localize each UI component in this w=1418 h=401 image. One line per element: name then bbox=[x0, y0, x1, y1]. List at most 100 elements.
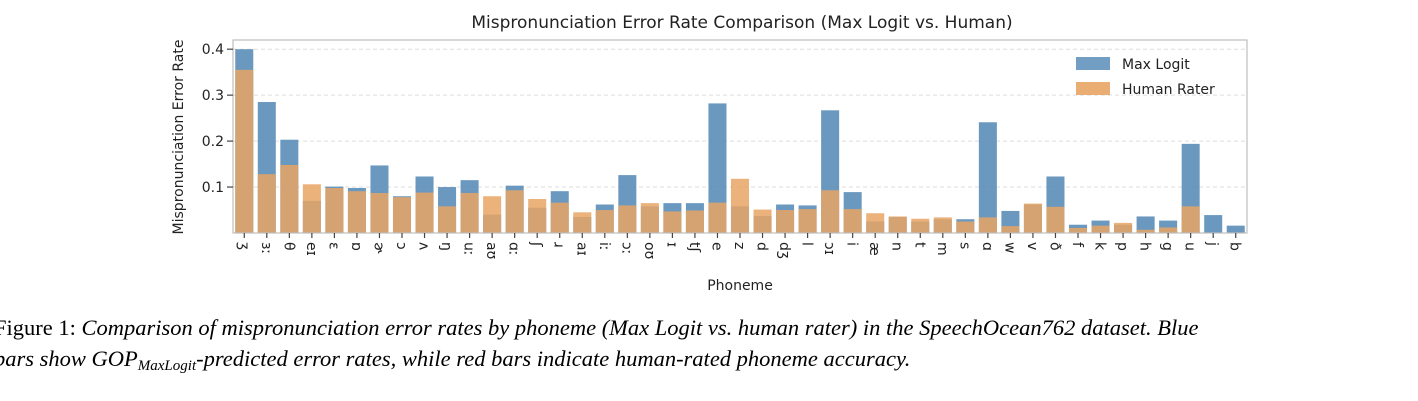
x-tick-label: k bbox=[1092, 242, 1108, 251]
bar-human-rater bbox=[595, 210, 614, 233]
caption-line-1: Figure 1: Comparison of mispronunciation… bbox=[0, 312, 1418, 343]
x-tick-label: m bbox=[934, 242, 950, 256]
y-axis-label: Mispronunciation Error Rate bbox=[171, 40, 187, 235]
bar-human-rater bbox=[640, 203, 659, 233]
x-tick-label: ɑ bbox=[979, 242, 995, 251]
x-tick-label: θ bbox=[280, 242, 296, 251]
x-tick-label: æ bbox=[866, 242, 882, 256]
x-tick-label: e bbox=[708, 242, 724, 251]
bar-human-rater bbox=[1023, 203, 1042, 233]
x-axis-label: Phoneme bbox=[707, 278, 773, 294]
figure-caption: Figure 1: Comparison of mispronunciation… bbox=[0, 312, 1418, 382]
bar-human-rater bbox=[798, 209, 817, 233]
bar-human-rater bbox=[347, 191, 366, 233]
bar-max-logit bbox=[1226, 225, 1245, 233]
x-tick-label: f bbox=[1069, 242, 1085, 248]
x-tick-label: ɹ bbox=[551, 242, 567, 248]
bar-human-rater bbox=[1046, 206, 1065, 233]
x-tick-label: p bbox=[1114, 242, 1130, 251]
x-tick-label: b bbox=[1227, 242, 1243, 251]
caption-subscript: MaxLogit bbox=[137, 358, 197, 374]
bar-human-rater bbox=[1091, 225, 1110, 233]
x-tick-label: u bbox=[1182, 242, 1198, 251]
bar-human-rater bbox=[370, 193, 389, 233]
x-tick-label: i bbox=[844, 242, 860, 246]
bar-human-rater bbox=[911, 218, 930, 233]
bar-human-rater bbox=[685, 210, 704, 233]
y-axis: 0.1 0.2 0.3 0.4 bbox=[202, 42, 233, 196]
bar-human-rater bbox=[460, 193, 479, 233]
bar-human-rater bbox=[280, 164, 299, 233]
bar-max-logit bbox=[1136, 216, 1155, 233]
x-tick-label: aʊ bbox=[483, 242, 499, 259]
x-tick-label: ð bbox=[1046, 242, 1062, 251]
bar-max-logit bbox=[978, 122, 997, 233]
bar-human-rater bbox=[505, 190, 524, 233]
bar-human-rater bbox=[1001, 226, 1020, 233]
bar-human-rater bbox=[550, 202, 569, 233]
bar-human-rater bbox=[302, 184, 321, 233]
x-tick-label: l bbox=[799, 242, 815, 246]
caption-text-2a: bars show GOP bbox=[0, 346, 138, 371]
x-tick-label: dʒ bbox=[776, 242, 792, 259]
bar-human-rater bbox=[1181, 206, 1200, 233]
x-tick-label: aɪ bbox=[573, 242, 589, 256]
x-tick-label: ɚ bbox=[370, 242, 386, 254]
x-tick-label: ɜː bbox=[258, 242, 274, 254]
x-tick-label: ʃ bbox=[528, 241, 544, 247]
x-tick-label: ʒ bbox=[235, 242, 251, 250]
bar-max-logit bbox=[708, 103, 727, 234]
legend: Max Logit Human Rater bbox=[1076, 57, 1215, 98]
bar-human-rater bbox=[776, 210, 795, 233]
y-tick-label: 0.2 bbox=[202, 134, 224, 150]
bar-human-rater bbox=[753, 209, 772, 233]
x-tick-label: iː bbox=[596, 242, 612, 251]
bar-human-rater bbox=[392, 197, 412, 233]
x-tick-label: ɔ bbox=[393, 242, 409, 250]
bar-human-rater bbox=[1136, 229, 1155, 233]
x-tick-label: d bbox=[754, 242, 770, 251]
bar-human-rater bbox=[663, 211, 682, 233]
bars bbox=[235, 49, 1245, 234]
x-tick-label: v bbox=[1024, 242, 1040, 250]
bar-human-rater bbox=[933, 217, 952, 233]
x-tick-label: z bbox=[731, 242, 747, 249]
legend-swatch-human-rater bbox=[1076, 82, 1110, 95]
bar-human-rater bbox=[1159, 227, 1178, 233]
caption-text-2b: -predicted error rates, while red bars i… bbox=[196, 346, 911, 371]
y-tick-label: 0.1 bbox=[202, 180, 224, 196]
x-tick-label: n bbox=[889, 242, 905, 251]
x-tick-label: t bbox=[911, 242, 927, 248]
bar-human-rater bbox=[573, 212, 592, 233]
caption-label: Figure 1: bbox=[0, 315, 76, 340]
x-tick-label: uː bbox=[461, 242, 477, 256]
bar-chart: Mispronunciation Error Rate Comparison (… bbox=[171, 13, 1248, 294]
x-tick-label: s bbox=[956, 242, 972, 249]
caption-line-2: bars show GOPMaxLogit-predicted error ra… bbox=[0, 343, 1418, 382]
bar-human-rater bbox=[528, 198, 547, 233]
x-tick-label: ŋ bbox=[438, 242, 454, 251]
bar-human-rater bbox=[415, 192, 434, 233]
bar-human-rater bbox=[866, 213, 885, 233]
x-tick-label: ɛ bbox=[325, 242, 341, 250]
x-tick-label: h bbox=[1137, 242, 1153, 251]
bar-human-rater bbox=[1114, 222, 1133, 233]
bar-human-rater bbox=[730, 178, 750, 233]
x-tick-label: w bbox=[1001, 242, 1017, 253]
bar-human-rater bbox=[843, 209, 862, 233]
x-axis: ʒ ɜː θ eɪ ɛ ɒ ɚ ɔ ʌ ŋ uː aʊ ɑː ʃ ɹ aɪ iː ɔː oʊ ɪ tʃ e z d dʒ l ɔɪ i… bbox=[235, 233, 1243, 259]
x-tick-label: ʌ bbox=[416, 242, 432, 250]
x-tick-label: oʊ bbox=[641, 242, 657, 259]
x-tick-label: ɪ bbox=[663, 242, 679, 247]
bar-human-rater bbox=[325, 187, 344, 233]
caption-text-1: Comparison of mispronunciation error rat… bbox=[81, 315, 1199, 340]
bar-human-rater bbox=[978, 217, 997, 233]
x-tick-label: ɔɪ bbox=[821, 242, 837, 255]
bar-human-rater bbox=[438, 206, 457, 233]
bar-max-logit bbox=[1204, 215, 1223, 233]
chart-title: Mispronunciation Error Rate Comparison (… bbox=[471, 13, 1012, 33]
bar-human-rater bbox=[483, 196, 502, 233]
x-tick-label: eɪ bbox=[303, 242, 319, 256]
bar-human-rater bbox=[888, 216, 907, 233]
bar-human-rater bbox=[257, 174, 276, 233]
